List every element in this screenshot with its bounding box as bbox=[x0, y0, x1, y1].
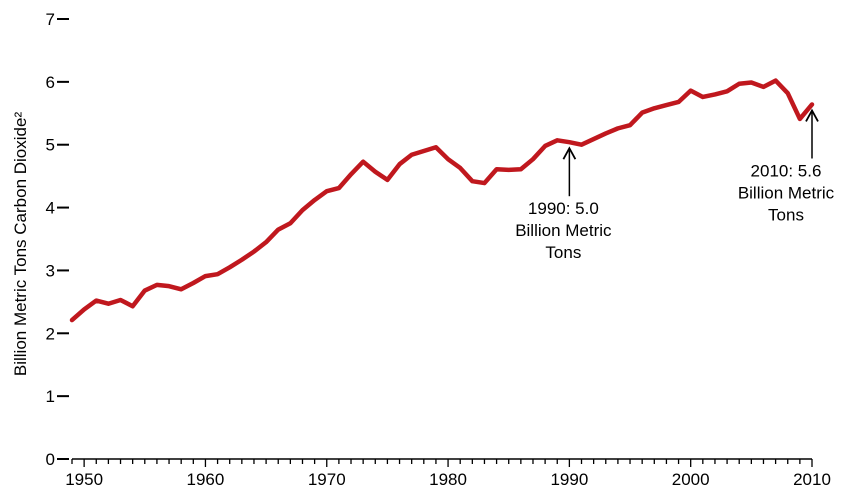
x-tick-label: 1990 bbox=[550, 470, 588, 489]
y-tick-label: 3 bbox=[46, 261, 55, 280]
x-tick-label: 2000 bbox=[672, 470, 710, 489]
y-tick-label: 4 bbox=[46, 199, 55, 218]
annotation-0: 1990: 5.0 Billion Metric Tons bbox=[515, 146, 612, 262]
annotation-text: Billion Metric bbox=[738, 183, 835, 202]
annotation-text: Billion Metric bbox=[515, 221, 612, 240]
annotation-text: Tons bbox=[545, 243, 581, 262]
series-line bbox=[69, 78, 815, 323]
annotation-text: Tons bbox=[768, 205, 804, 224]
annotation-arrow-head bbox=[562, 146, 577, 160]
x-tick-label: 1960 bbox=[187, 470, 225, 489]
y-tick-label: 0 bbox=[46, 450, 55, 469]
x-tick-label: 1970 bbox=[308, 470, 346, 489]
annotation-1: 2010: 5.6 Billion Metric Tons bbox=[738, 108, 835, 224]
annotation-text: 1990: 5.0 bbox=[528, 199, 599, 218]
y-axis-title: Billion Metric Tons Carbon Dioxide² bbox=[11, 112, 30, 377]
x-axis: 1950 1960 1970 1980 1990 2000 2010 bbox=[65, 458, 831, 489]
y-axis: 0 1 2 3 4 5 6 7 bbox=[46, 10, 69, 469]
y-tick-label: 7 bbox=[46, 10, 55, 29]
annotations: 1990: 5.0 Billion Metric Tons 2010: 5.6 Bill… bbox=[515, 108, 835, 262]
y-tick-label: 1 bbox=[46, 387, 55, 406]
y-tick-label: 5 bbox=[46, 136, 55, 155]
y-tick-label: 6 bbox=[46, 73, 55, 92]
x-tick-label: 2010 bbox=[793, 470, 831, 489]
annotation-arrow-head bbox=[805, 108, 819, 122]
annotation-text: 2010: 5.6 bbox=[751, 161, 822, 180]
x-tick-label: 1980 bbox=[429, 470, 467, 489]
x-tick-label: 1950 bbox=[65, 470, 103, 489]
y-tick-label: 2 bbox=[46, 324, 55, 343]
